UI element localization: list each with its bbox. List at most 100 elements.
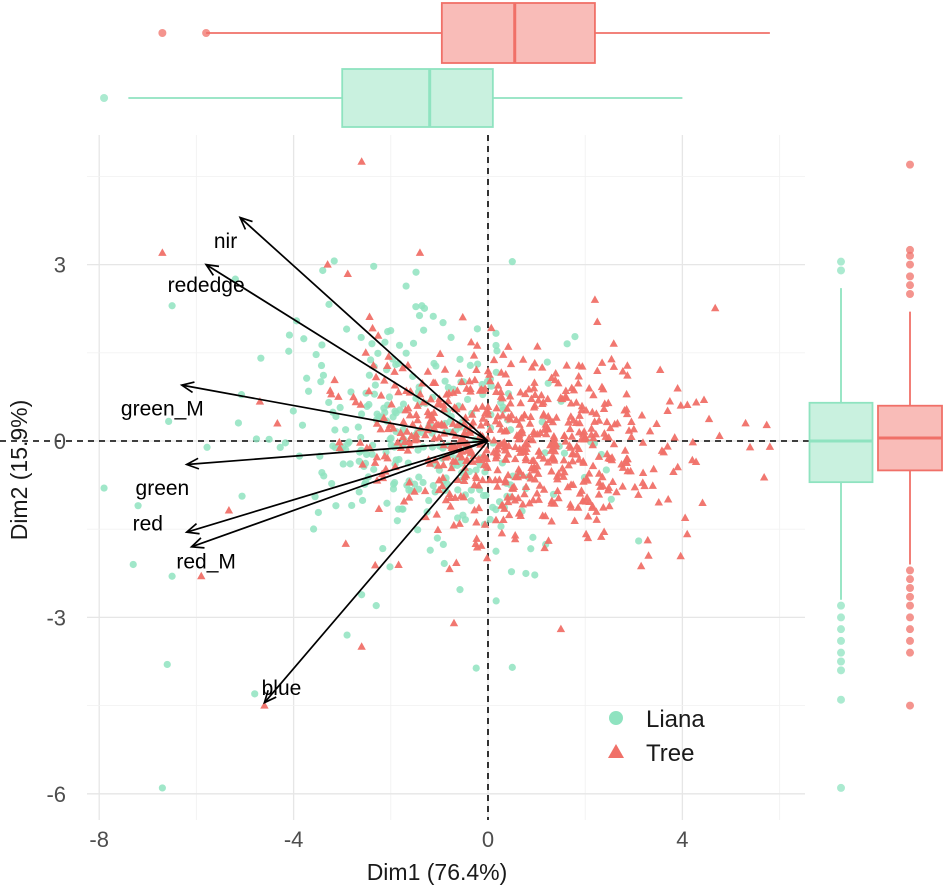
tree-point — [673, 383, 682, 392]
tree-point — [369, 361, 378, 369]
tree-point — [559, 455, 569, 464]
tree-point — [413, 415, 422, 424]
tree-point — [255, 397, 265, 405]
tree-point — [499, 350, 508, 358]
tree-point — [498, 411, 507, 419]
tree-point — [574, 503, 583, 511]
tree-point — [609, 339, 618, 347]
loading-arrowhead-green — [184, 457, 200, 470]
tree-point — [602, 449, 612, 458]
loading-arrow-red — [186, 440, 489, 533]
tree-point — [439, 404, 449, 413]
tree-point — [370, 458, 380, 466]
tree-point — [623, 371, 632, 379]
liana-point — [357, 333, 365, 342]
tree-point — [655, 365, 665, 374]
tree-point — [530, 401, 540, 409]
liana-point — [356, 448, 364, 456]
dim2-outlier-tree — [906, 160, 914, 169]
liana-point — [383, 499, 391, 507]
tree-point — [663, 442, 672, 450]
liana-point — [357, 410, 366, 418]
tree-point — [387, 399, 396, 408]
dim2-outlier-tree — [906, 584, 914, 592]
dim1-outlier-liana — [100, 94, 109, 102]
tree-point — [683, 400, 692, 409]
tree-point — [492, 387, 501, 396]
tree-point — [371, 372, 381, 381]
tree-point — [561, 392, 570, 400]
liana-point — [234, 419, 243, 427]
tree-point — [512, 415, 521, 424]
tree-point — [513, 493, 523, 502]
liana-point — [635, 537, 643, 545]
tree-point — [506, 415, 515, 423]
loading-arrow-red_M — [191, 440, 489, 548]
tree-point — [493, 381, 503, 389]
dim1-outlier-tree — [202, 29, 211, 37]
liana-point — [415, 485, 423, 493]
tree-point — [578, 496, 588, 505]
tree-point — [471, 404, 481, 412]
tree-point — [604, 398, 613, 407]
tree-point — [415, 248, 425, 256]
tree-point — [535, 481, 545, 489]
tree-point — [487, 323, 496, 332]
tree-point — [518, 499, 527, 508]
tree-point — [529, 456, 538, 464]
tree-point — [582, 493, 592, 501]
loading-arrow-rededge — [205, 263, 489, 442]
tree-point — [373, 331, 383, 339]
liana-point — [492, 506, 500, 514]
tree-point — [570, 516, 579, 524]
tree-point — [659, 447, 668, 456]
liana-point — [399, 505, 407, 513]
tree-point — [453, 475, 463, 483]
liana-point — [607, 495, 615, 503]
tree-point — [762, 420, 771, 429]
tree-point — [532, 489, 542, 497]
tree-point — [669, 467, 678, 475]
dim2-outlier-tree — [906, 601, 914, 610]
tree-point — [462, 384, 471, 392]
tree-point — [575, 411, 584, 419]
tree-point — [623, 466, 632, 475]
tree-point — [492, 451, 501, 459]
tree-point — [433, 399, 443, 407]
tree-point — [599, 527, 609, 535]
tree-point — [673, 462, 682, 471]
tree-point — [699, 395, 709, 403]
tree-point — [613, 418, 622, 427]
liana-point — [385, 393, 394, 401]
tree-point — [533, 469, 543, 477]
tree-point — [592, 515, 601, 523]
tree-point — [663, 406, 672, 414]
liana-point — [252, 435, 261, 443]
tree-point — [381, 464, 391, 473]
tree-point — [492, 403, 501, 412]
tree-point — [384, 352, 393, 360]
tree-point — [533, 461, 542, 470]
liana-point — [529, 533, 537, 541]
liana-point — [317, 378, 325, 386]
tree-point — [579, 477, 588, 485]
tree-point — [394, 560, 403, 569]
tree-point — [496, 392, 506, 400]
liana-point — [472, 466, 480, 474]
dim2-outlier-tree — [906, 566, 914, 575]
tree-point — [455, 519, 464, 527]
x-axis-title: Dim1 (76.4%) — [367, 859, 508, 885]
liana-point — [473, 360, 482, 368]
tree-point — [376, 391, 386, 399]
y-axis-title: Dim2 (15.9%) — [6, 400, 32, 541]
tree-point — [741, 418, 750, 427]
tree-point — [474, 503, 484, 512]
liana-point — [429, 312, 437, 320]
tree-point — [405, 477, 414, 486]
tree-point — [402, 427, 412, 435]
liana-point — [381, 408, 389, 417]
tree-point — [421, 512, 430, 521]
liana-point — [507, 568, 516, 576]
tree-point — [711, 303, 720, 312]
